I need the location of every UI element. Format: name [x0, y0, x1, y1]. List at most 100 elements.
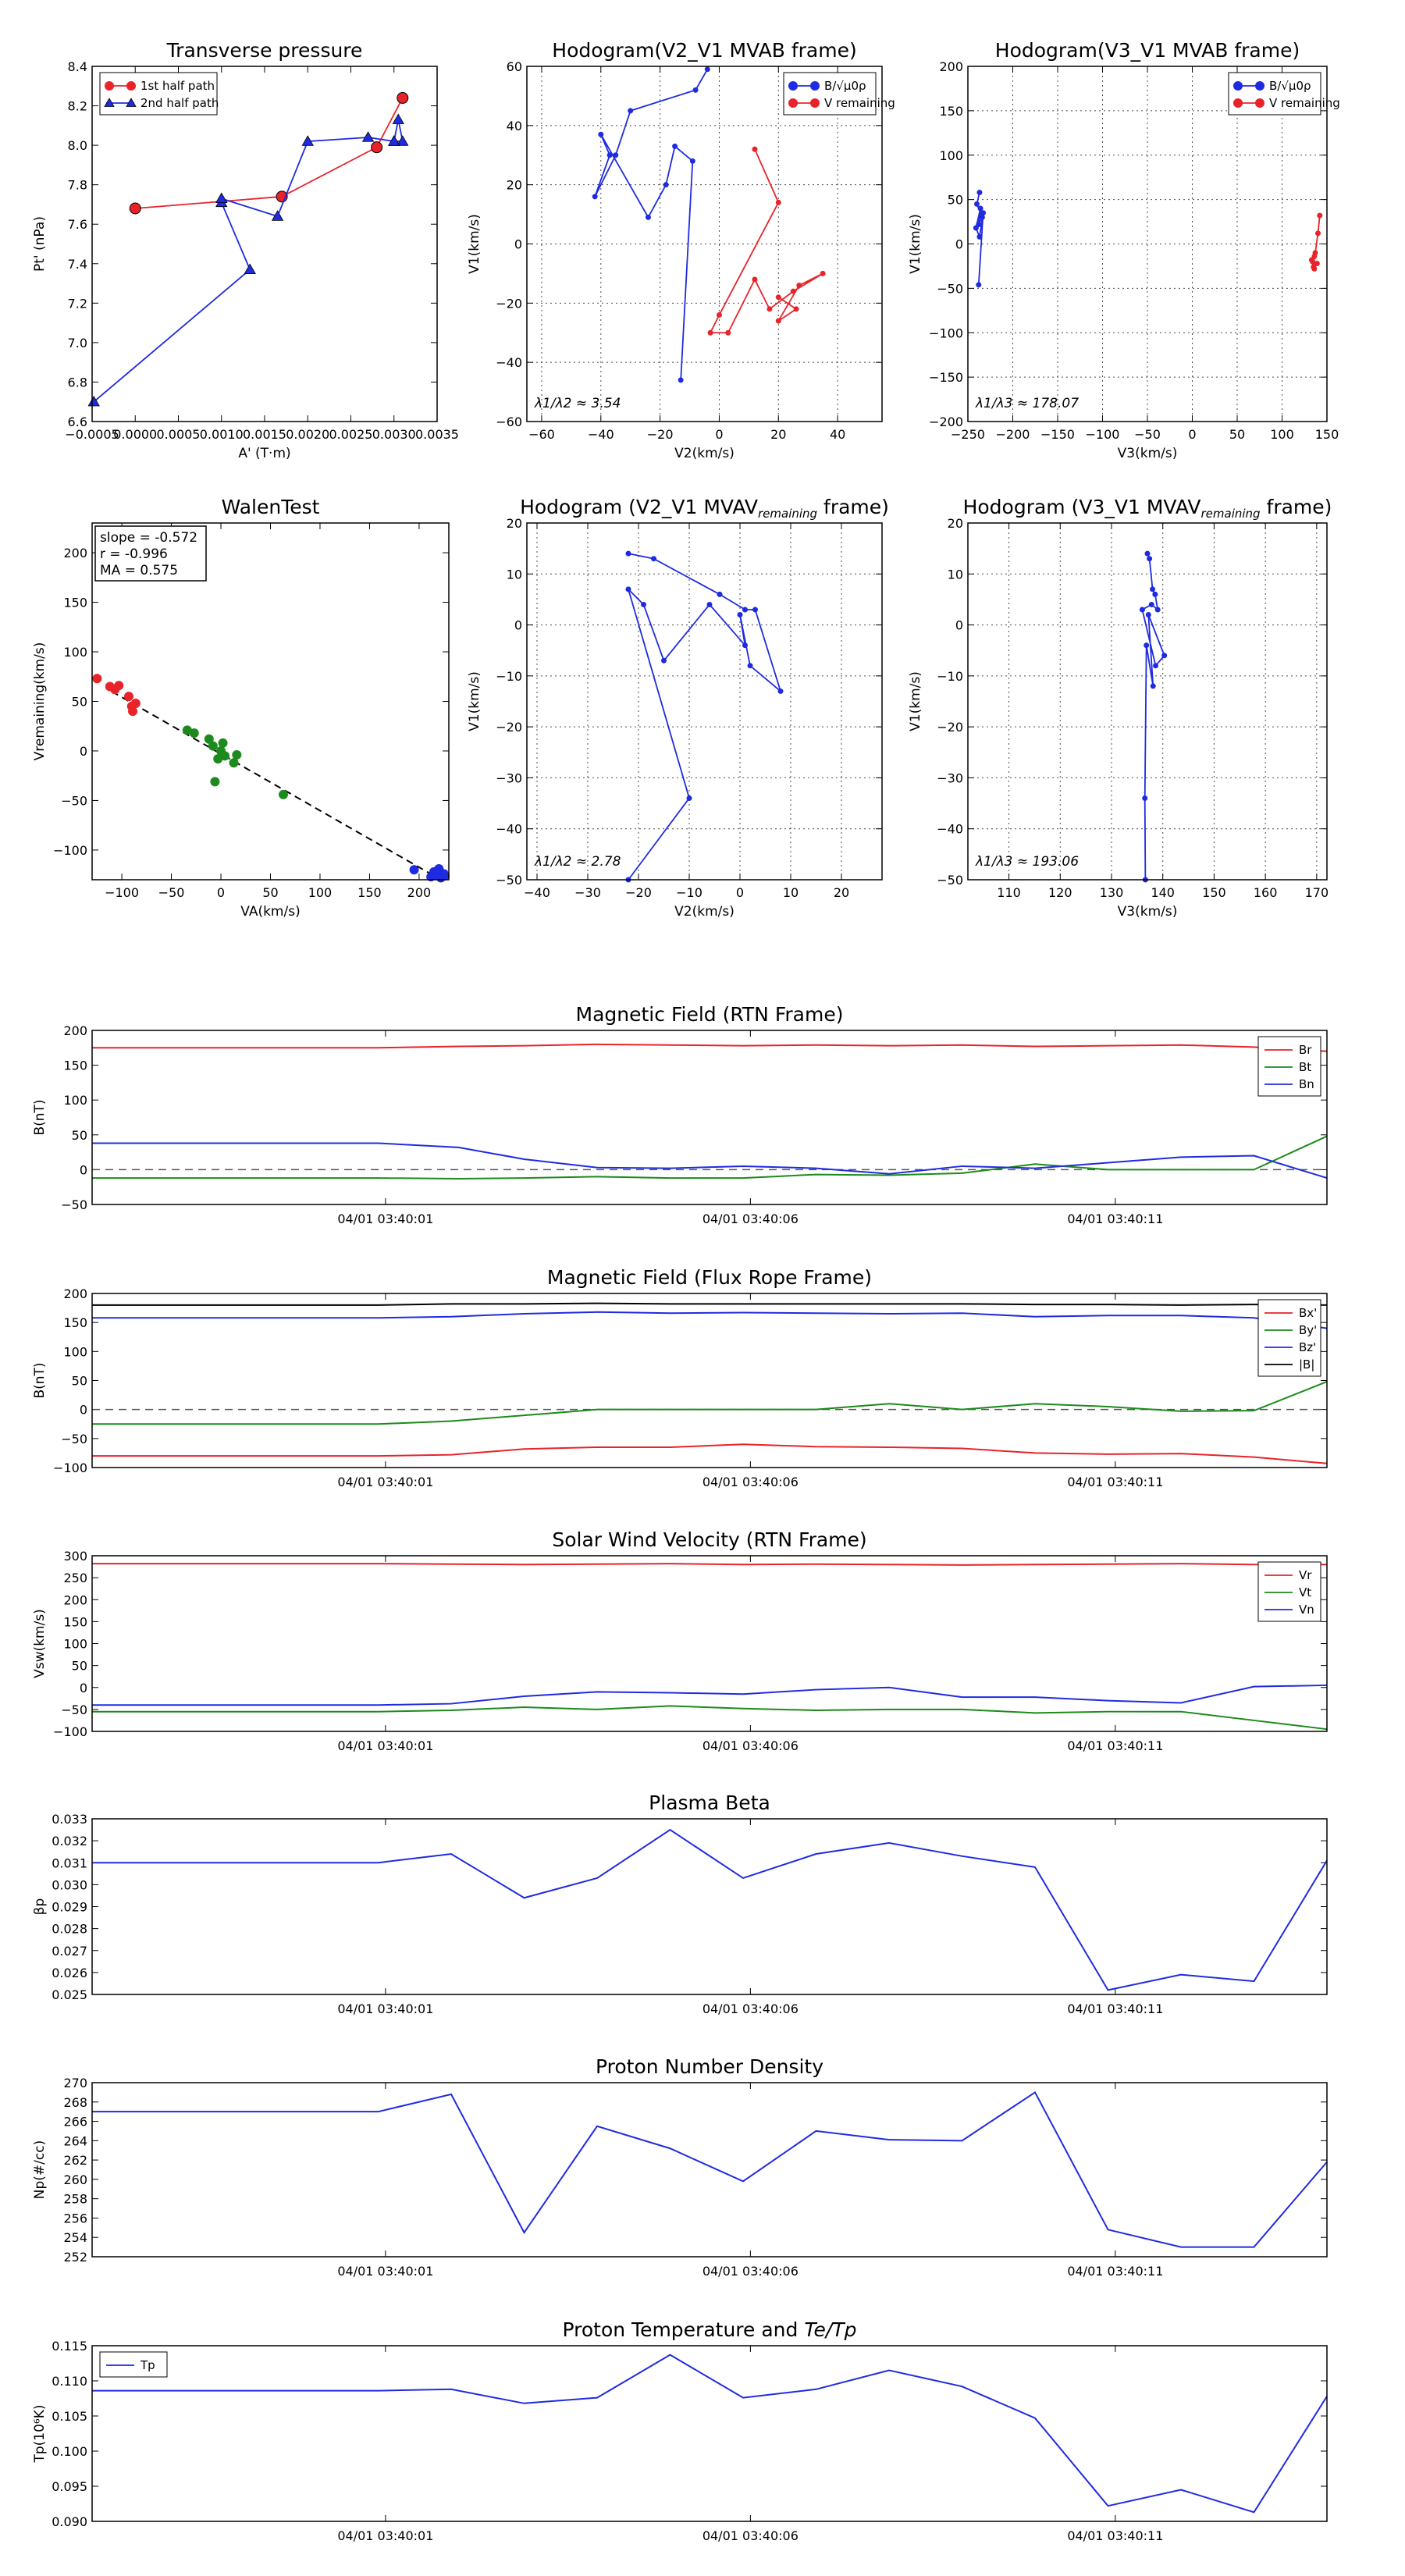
y-tick-label: 150 — [63, 596, 87, 610]
series-line — [92, 1043, 1328, 1052]
y-tick-label: 150 — [939, 104, 963, 119]
data-point — [126, 81, 136, 91]
data-point — [1233, 81, 1243, 91]
x-tick-label: 150 — [1315, 427, 1339, 442]
data-point — [1145, 612, 1151, 618]
chart-title: Magnetic Field (Flux Rope Frame) — [547, 1266, 872, 1289]
data-point — [742, 607, 748, 613]
chart-proton-number-density: 252 254 256 258 260 262 264 266 268 270 04/01 03:4… — [32, 2055, 1328, 2279]
y-axis-label: Np(#/cc) — [32, 2140, 48, 2199]
x-tick-label: −100 — [1086, 427, 1120, 442]
data-point — [189, 728, 199, 738]
y-tick-label: 0.029 — [52, 1900, 87, 1915]
y-axis-label: βp — [32, 1898, 48, 1916]
y-tick-label: 0 — [514, 618, 522, 633]
stats-box-frame — [94, 525, 207, 582]
series — [592, 66, 710, 383]
series — [92, 1311, 1328, 1329]
chart-title-text: Solar Wind Velocity (RTN Frame) — [552, 1528, 866, 1551]
y-tick-label: −30 — [937, 770, 963, 785]
data-point — [716, 312, 722, 318]
chart-plasma-beta: 0.025 0.026 0.027 0.028 0.029 0.030 0.031 0.032… — [32, 1791, 1328, 2016]
y-tick-label: 256 — [63, 2211, 87, 2226]
x-tick-label: 04/01 03:40:01 — [337, 2001, 433, 2016]
chart-title-math: Te/Tp — [798, 2318, 856, 2341]
y-tick-label: 200 — [63, 546, 87, 560]
data-point — [1147, 556, 1153, 562]
data-point — [752, 146, 758, 152]
x-tick-label: −10 — [676, 885, 702, 900]
y-tick-label: 6.6 — [68, 415, 87, 429]
legend: 1st half path 2nd half path — [99, 72, 219, 116]
x-axis-label: V3(km/s) — [1118, 446, 1178, 461]
annotation: λ1/λ3 ≈ 193.06 — [975, 854, 1079, 870]
legend: Bx' By' Bz' |B| — [1257, 1299, 1321, 1377]
legend: Tp — [99, 2351, 168, 2378]
series-line — [135, 98, 404, 209]
x-tick-label: 0.0020 — [286, 427, 329, 442]
y-axis-label: V1(km/s) — [908, 671, 923, 731]
data-point — [92, 674, 102, 684]
x-tick-label: 04/01 03:40:06 — [702, 1212, 799, 1226]
y-tick-label: 266 — [63, 2115, 87, 2129]
x-axis-label: V2(km/s) — [674, 446, 735, 461]
x-tick-label: 04/01 03:40:01 — [337, 2264, 433, 2279]
data-point — [810, 81, 820, 91]
legend-entry: V remaining — [1233, 96, 1340, 110]
chart-title: Transverse pressure — [166, 39, 363, 62]
data-point — [208, 741, 218, 751]
x-tick-label: 0.0010 — [200, 427, 244, 442]
x-tick-label: −0.0005 — [65, 427, 119, 442]
x-tick-label: 140 — [1151, 885, 1175, 900]
data-point — [392, 113, 404, 124]
data-point — [232, 750, 242, 760]
plot-frame — [91, 1293, 1328, 1468]
chart-title-text: Plasma Beta — [649, 1791, 770, 1814]
data-point — [651, 556, 656, 562]
data-point — [130, 699, 140, 709]
series — [625, 550, 784, 883]
x-tick-label: −50 — [1134, 427, 1161, 442]
y-tick-label: 0.028 — [52, 1922, 87, 1937]
legend-label: Bn — [1299, 1077, 1314, 1091]
x-tick-label: 04/01 03:40:06 — [702, 2264, 799, 2279]
data-point — [767, 306, 773, 312]
x-tick-label: 110 — [997, 885, 1021, 900]
x-tick-label: −100 — [105, 885, 139, 900]
legend-label: Bz' — [1299, 1340, 1316, 1354]
y-tick-label: 10 — [507, 567, 522, 582]
data-point — [1311, 264, 1317, 270]
y-tick-label: 100 — [63, 1344, 87, 1359]
data-point — [678, 377, 684, 383]
chart-title-text: Hodogram (V2_V1 MVAV — [520, 496, 758, 518]
y-tick-label: 50 — [948, 193, 963, 208]
data-point — [218, 738, 228, 748]
y-tick-label: 200 — [63, 1286, 87, 1301]
x-tick-label: 50 — [1229, 427, 1245, 442]
x-axis-label: V2(km/s) — [674, 904, 735, 920]
legend-label: V remaining — [824, 96, 895, 110]
data-point — [129, 202, 141, 215]
x-tick-label: 0 — [736, 885, 744, 900]
data-point — [592, 194, 598, 200]
legend: B/√μ0ρ V remaining — [783, 72, 895, 116]
data-point — [689, 158, 695, 164]
y-tick-label: 0 — [80, 744, 87, 759]
data-point — [87, 395, 100, 407]
legend-box — [99, 72, 218, 116]
data-point — [1148, 601, 1154, 607]
data-point — [1139, 607, 1145, 613]
chart-title-text: Transverse pressure — [166, 39, 363, 62]
x-tick-label: 100 — [308, 885, 333, 900]
data-point — [747, 663, 753, 669]
chart-title-text: Hodogram(V3_V1 MVAB frame) — [995, 39, 1300, 62]
legend-box — [1257, 1561, 1321, 1622]
data-point — [979, 214, 985, 220]
data-point — [976, 233, 983, 240]
y-tick-label: 0.090 — [52, 2514, 87, 2529]
series — [92, 1135, 1328, 1179]
x-tick-label: 10 — [783, 885, 799, 900]
series — [92, 1302, 1328, 1306]
series-line — [92, 1443, 1328, 1464]
